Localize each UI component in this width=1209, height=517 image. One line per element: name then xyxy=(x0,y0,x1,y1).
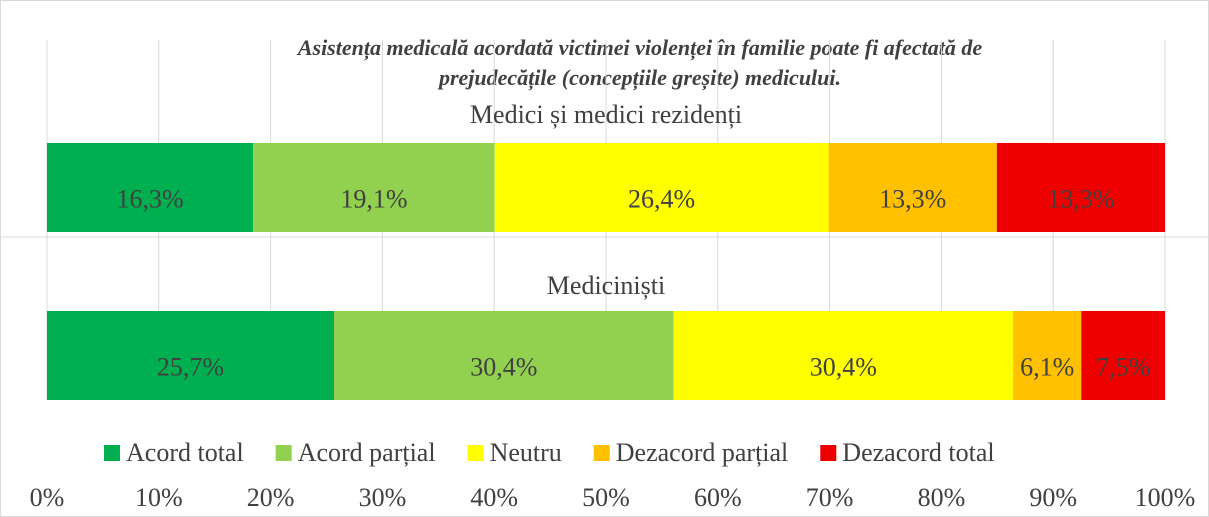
data-label: 16,3% xyxy=(116,184,183,213)
bar-segment xyxy=(1081,311,1165,400)
bar-segment xyxy=(253,143,495,232)
x-tick-label: 50% xyxy=(582,483,630,512)
legend-label: Neutru xyxy=(490,438,562,467)
legend-label: Dezacord total xyxy=(842,438,994,467)
x-tick-label: 0% xyxy=(30,483,65,512)
x-tick-label: 70% xyxy=(806,483,854,512)
legend-label: Acord parțial xyxy=(298,438,436,467)
bar-segment xyxy=(494,143,829,232)
chart-title: Asistența medicală acordată victimei vio… xyxy=(296,35,983,61)
chart-title: prejudecățile (concepțiile greșite) medi… xyxy=(437,65,841,91)
x-tick-label: 90% xyxy=(1029,483,1077,512)
legend-swatch xyxy=(593,445,610,461)
data-label: 25,7% xyxy=(157,352,224,381)
legend-swatch xyxy=(104,445,120,461)
bar-segment xyxy=(828,143,997,232)
legend-swatch xyxy=(275,445,292,461)
data-label: 30,4% xyxy=(810,352,877,381)
x-tick-label: 10% xyxy=(135,483,183,512)
data-label: 26,4% xyxy=(628,184,695,213)
bar-segment xyxy=(334,311,674,400)
x-tick-label: 30% xyxy=(359,483,407,512)
bar-segment xyxy=(1013,311,1082,400)
data-label: 13,3% xyxy=(879,184,946,213)
data-label: 6,1% xyxy=(1020,352,1074,381)
bar-segment xyxy=(47,311,335,400)
legend-swatch xyxy=(467,445,484,461)
x-tick-label: 80% xyxy=(918,483,966,512)
bar-segment xyxy=(47,143,254,232)
x-tick-label: 60% xyxy=(694,483,742,512)
legend-label: Dezacord parțial xyxy=(616,438,789,467)
category-label: Mediciniști xyxy=(547,271,665,300)
bar-segment xyxy=(673,311,1014,400)
data-label: 30,4% xyxy=(470,352,537,381)
legend-label: Acord total xyxy=(126,438,244,467)
data-label: 13,3% xyxy=(1047,184,1114,213)
legend-swatch xyxy=(820,445,837,461)
category-label: Medici și medici rezidenți xyxy=(470,100,742,129)
x-tick-label: 100% xyxy=(1135,483,1196,512)
data-label: 19,1% xyxy=(340,184,407,213)
data-label: 7,5% xyxy=(1096,352,1150,381)
bar-segment xyxy=(996,143,1165,232)
x-tick-label: 40% xyxy=(470,483,518,512)
x-tick-label: 20% xyxy=(247,483,295,512)
